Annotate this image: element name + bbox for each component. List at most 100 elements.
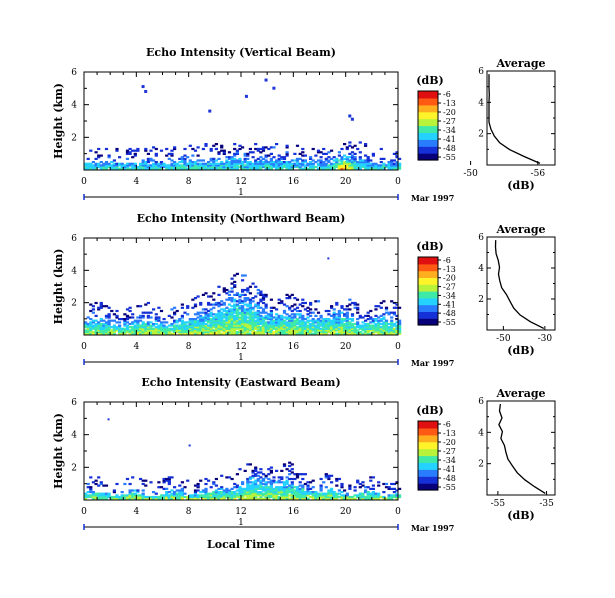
echo-cell: [214, 318, 218, 321]
echo-cell: [343, 319, 347, 322]
echo-cell: [345, 322, 349, 326]
echo-cell: [356, 321, 360, 324]
echo-cell: [285, 324, 289, 327]
colorbar-swatch: [418, 441, 438, 444]
echo-cell: [295, 313, 300, 316]
echo-cell: [374, 162, 378, 165]
echo-cell: [112, 489, 116, 492]
echo-cell: [356, 318, 360, 321]
echo-cell: [91, 167, 95, 170]
echo-cell: [115, 494, 119, 497]
echo-cell: [201, 327, 205, 330]
echo-cell: [256, 167, 260, 170]
echo-cell: [146, 329, 150, 332]
echo-cell: [167, 332, 171, 335]
echo-cell: [233, 285, 237, 288]
echo-cell: [303, 318, 307, 321]
echo-cell: [264, 154, 268, 157]
echo-cell: [139, 497, 143, 500]
echo-cell: [311, 147, 315, 151]
echo-cell: [366, 167, 370, 170]
echo-cell: [204, 495, 208, 499]
echo-cell: [91, 332, 95, 335]
echo-cell: [246, 329, 250, 332]
echo-cell: [261, 329, 266, 332]
echo-cell: [146, 164, 150, 167]
echo-cell: [361, 316, 365, 319]
echo-cell: [159, 321, 164, 324]
colorbar-unit: (dB): [416, 74, 443, 87]
echo-cell: [264, 305, 268, 308]
echo-cell: [191, 147, 195, 151]
echo-cell: [316, 492, 321, 495]
echo-cell: [280, 469, 284, 472]
date-label: Mar 1997: [411, 523, 454, 533]
x-tick-label: 4: [133, 177, 139, 187]
echo-cell: [204, 492, 208, 495]
echo-cell: [256, 316, 260, 319]
echo-cell: [144, 326, 148, 329]
echo-cell: [293, 303, 297, 306]
echo-cell: [316, 494, 321, 497]
echo-cell: [91, 319, 95, 322]
echo-cell: [330, 331, 334, 334]
echo-cell: [125, 331, 130, 334]
echo-cell: [332, 492, 336, 495]
echo-cell: [269, 167, 273, 170]
echo-cell: [112, 159, 116, 162]
echo-cell: [238, 318, 242, 321]
echo-cell: [222, 308, 226, 311]
echo-cell: [233, 311, 237, 314]
echo-cell: [345, 159, 349, 162]
echo-cell: [348, 167, 352, 170]
echo-cell: [275, 324, 279, 327]
echo-cell: [295, 319, 300, 322]
echo-cell: [152, 332, 156, 335]
echo-cell: [248, 298, 252, 301]
echo-cell: [275, 165, 279, 169]
echo-cell: [125, 327, 130, 330]
echo-cell: [319, 497, 323, 500]
echo-cell: [154, 161, 158, 164]
echo-cell: [267, 147, 271, 151]
echo-cell: [345, 324, 349, 327]
echo-cell: [136, 147, 140, 151]
echo-cell: [348, 159, 352, 162]
echo-cell: [290, 487, 294, 490]
echo-cell: [395, 167, 399, 170]
echo-cell: [345, 156, 349, 159]
echo-cell: [298, 324, 302, 327]
echo-cell: [254, 495, 258, 499]
echo-cell: [332, 494, 336, 497]
colorbar-swatch: [418, 471, 438, 474]
echo-cell: [222, 316, 226, 319]
echo-cell: [280, 329, 284, 332]
echo-cell: [212, 161, 216, 164]
echo-cell: [99, 303, 103, 306]
echo-cell: [280, 495, 284, 499]
echo-cell: [345, 318, 349, 321]
echo-cell: [196, 326, 200, 329]
echo-cell: [99, 301, 103, 305]
echo-cell: [212, 331, 216, 334]
echo-cell: [199, 329, 203, 332]
colorbar-swatch: [418, 111, 438, 114]
echo-cell: [207, 309, 211, 313]
echo-cell: [125, 316, 130, 319]
echo-cell: [382, 162, 386, 165]
echo-cell: [86, 327, 90, 330]
echo-cell: [162, 481, 166, 484]
echo-cell: [241, 316, 245, 319]
echo-cell: [332, 495, 336, 499]
echo-cell: [162, 494, 166, 497]
echo-cell: [285, 482, 289, 486]
echo-cell: [259, 314, 263, 317]
echo-cell: [212, 492, 216, 495]
echo-cell: [275, 143, 279, 146]
echo-cell: [186, 313, 190, 316]
echo-cell: [256, 319, 260, 322]
echo-cell: [261, 327, 266, 330]
echo-cell: [139, 164, 143, 167]
echo-cell: [288, 162, 292, 165]
echo-cell: [165, 147, 169, 151]
